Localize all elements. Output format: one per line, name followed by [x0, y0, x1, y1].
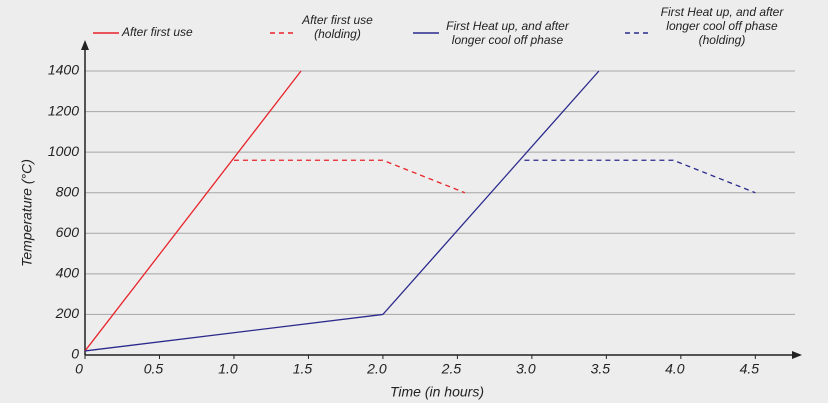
x-axis-arrow — [792, 351, 802, 359]
x-tick-label: 4.0 — [665, 361, 685, 377]
legend-label: After first use — [122, 25, 193, 39]
y-tick-label: 200 — [55, 305, 80, 321]
legend-label: First Heat up, and after longer cool off… — [660, 5, 784, 47]
x-tick-label: 3.0 — [516, 361, 536, 377]
legend-label: After first use (holding) — [302, 13, 373, 41]
y-tick-label: 400 — [56, 265, 80, 281]
x-tick-label: 1.5 — [293, 361, 313, 377]
y-tick-label: 600 — [56, 224, 80, 240]
x-tick-label: 2.5 — [441, 361, 462, 377]
series-line — [84, 70, 600, 352]
series-line — [524, 159, 756, 194]
legend-label: First Heat up, and after longer cool off… — [446, 19, 569, 47]
y-tick-label: 800 — [56, 183, 80, 199]
y-tick-label: 1400 — [48, 62, 79, 78]
y-tick-label: 0 — [71, 346, 79, 362]
x-tick-label: 0 — [75, 361, 83, 377]
x-tick-label: 0.5 — [144, 361, 164, 377]
series-line — [233, 159, 466, 194]
series-line — [84, 70, 302, 352]
x-tick-label: 4.5 — [740, 361, 760, 377]
y-tick-label: 1200 — [48, 102, 79, 118]
y-axis-arrow — [81, 40, 89, 50]
x-tick-label: 3.5 — [591, 361, 611, 377]
y-axis-label: Temperature (°C) — [19, 159, 35, 267]
x-tick-label: 2.0 — [366, 361, 387, 377]
x-axis-label: Time (in hours) — [390, 384, 484, 400]
x-tick-label: 1.0 — [218, 361, 238, 377]
y-tick-label: 1000 — [48, 143, 79, 159]
